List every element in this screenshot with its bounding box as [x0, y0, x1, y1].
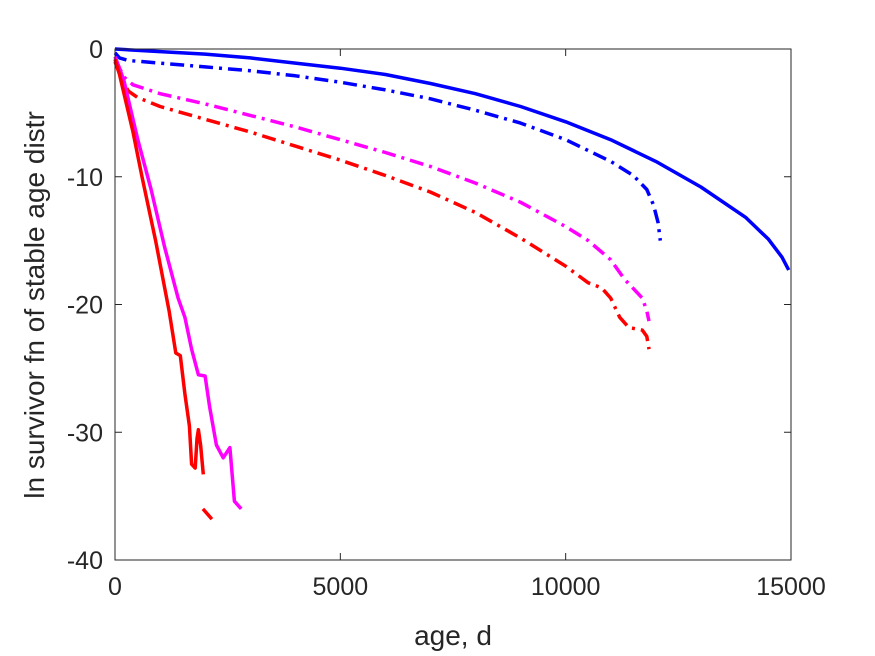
series-line-4	[201, 507, 214, 521]
y-tick-label: 0	[89, 36, 103, 64]
series-line-0	[114, 47, 791, 271]
series-line-1	[113, 51, 663, 241]
y-tick-label: -20	[67, 292, 103, 320]
y-axis-label: ln survivor fn of stable age distr	[19, 111, 50, 499]
y-tick-label: -40	[67, 547, 103, 575]
series-line-3	[113, 61, 651, 350]
series-line-5	[113, 56, 243, 511]
y-axis-ticks: 0 -10 -20 -30 -40	[67, 36, 791, 575]
y-tick-label: -30	[67, 419, 103, 447]
plot-background	[115, 49, 791, 560]
x-tick-label: 0	[108, 573, 122, 601]
x-axis-label: age, d	[414, 620, 492, 651]
x-tick-label: 5000	[313, 573, 369, 601]
series-line-2	[113, 58, 651, 322]
x-tick-label: 15000	[756, 573, 826, 601]
x-tick-label: 10000	[531, 573, 601, 601]
series-layer	[113, 47, 791, 521]
y-tick-label: -10	[67, 164, 103, 192]
series-line-6	[113, 58, 206, 475]
x-axis-ticks: 0 5000 10000 15000	[108, 49, 826, 601]
